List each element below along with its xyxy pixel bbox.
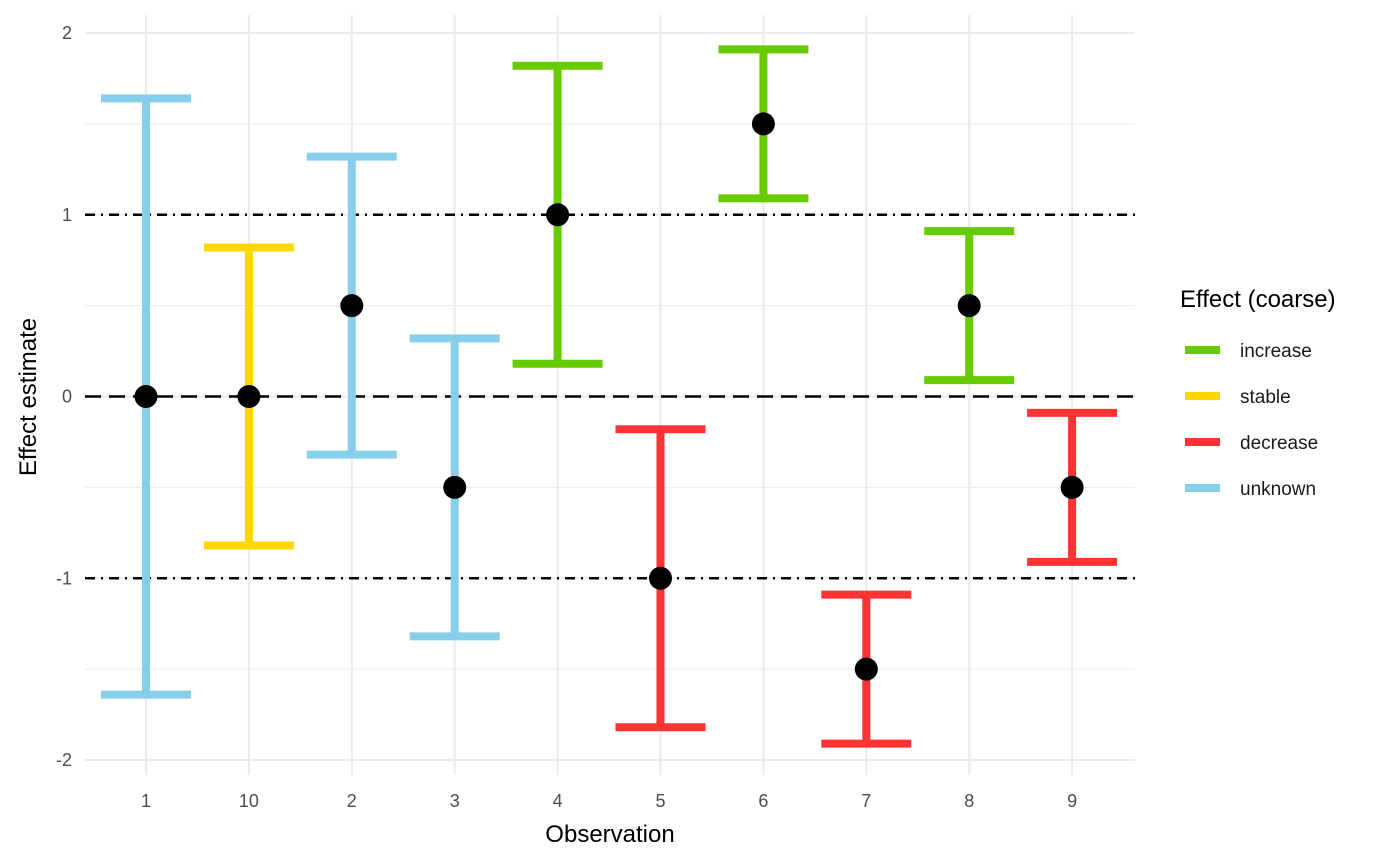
x-tick-label: 2: [347, 791, 357, 811]
y-tick-label: -2: [56, 750, 72, 770]
point-estimate-obs-2: [340, 294, 364, 318]
x-axis-title: Observation: [545, 821, 674, 848]
y-axis-tick-labels: -2 -1 0 1 2: [56, 23, 72, 770]
point-estimate-obs-7: [854, 657, 878, 681]
point-estimate-obs-3: [443, 475, 467, 499]
legend-entry-increase: increase: [1185, 341, 1312, 362]
point-estimate-obs-9: [1060, 475, 1084, 499]
x-tick-label: 8: [964, 791, 974, 811]
legend: Effect (coarse) increase stable decrease un…: [1180, 286, 1336, 500]
point-estimate-obs-4: [546, 203, 570, 227]
point-estimate-obs-5: [649, 566, 672, 590]
legend-label: decrease: [1240, 433, 1318, 454]
x-tick-label: 7: [861, 791, 871, 811]
legend-entry-decrease: decrease: [1185, 433, 1318, 454]
point-estimate-obs-10: [237, 385, 261, 408]
legend-entry-unknown: unknown: [1185, 479, 1316, 500]
point-estimate-obs-6: [751, 112, 775, 136]
legend-title: Effect (coarse): [1180, 286, 1336, 313]
point-estimates: [134, 112, 1084, 681]
x-tick-label: 5: [655, 791, 665, 811]
y-tick-label: 0: [62, 387, 72, 407]
x-tick-label: 4: [553, 791, 563, 811]
point-estimate-obs-1: [134, 385, 158, 408]
x-axis-tick-labels: 1 10 2 3 4 5 6 7 8 9: [141, 791, 1077, 811]
x-tick-label: 10: [239, 791, 259, 811]
x-tick-label: 6: [758, 791, 768, 811]
point-estimate-obs-8: [957, 294, 981, 318]
legend-label: stable: [1240, 387, 1291, 408]
x-tick-label: 9: [1067, 791, 1077, 811]
legend-label: unknown: [1240, 479, 1316, 500]
y-tick-label: 2: [62, 23, 72, 43]
legend-entry-stable: stable: [1185, 387, 1291, 408]
y-axis-title: Effect estimate: [15, 318, 42, 476]
y-tick-label: 1: [62, 205, 72, 225]
x-tick-label: 3: [450, 791, 460, 811]
y-tick-label: -1: [56, 568, 72, 588]
legend-label: increase: [1240, 341, 1312, 362]
x-tick-label: 1: [141, 791, 151, 811]
